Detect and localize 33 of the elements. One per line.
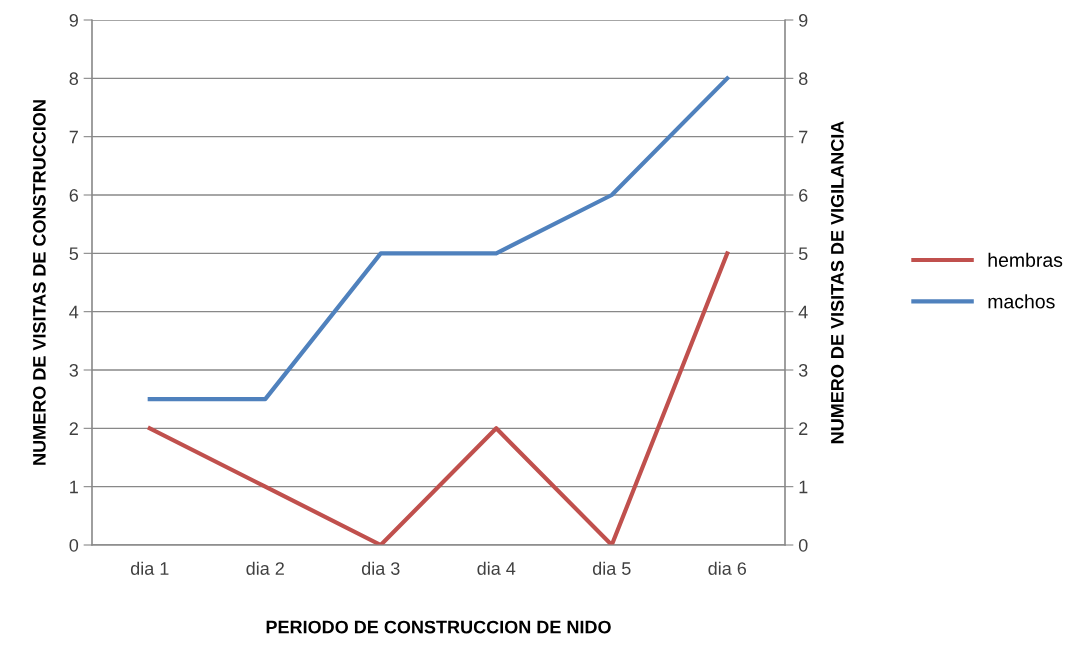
y2-axis-title: NUMERO DE VISITAS DE VIGILANCIA <box>830 121 844 444</box>
x-tick-label: dia 2 <box>246 561 284 575</box>
y-tick-label: 7 <box>69 130 78 144</box>
y-tick-label: 8 <box>69 72 79 86</box>
y2-tick-label: 2 <box>799 422 808 435</box>
x-axis-title: PERIODO DE CONSTRUCCION DE NIDO <box>266 620 611 634</box>
legend-label: machos <box>988 294 1055 309</box>
y2-tick-label: 7 <box>799 130 808 144</box>
y-tick-label: 5 <box>69 247 79 261</box>
y2-tick-label: 1 <box>799 480 808 494</box>
y-tick-label: 1 <box>70 480 78 494</box>
y-tick-label: 0 <box>69 538 79 552</box>
y2-tick-label: 4 <box>798 305 808 319</box>
y-axis-title: NUMERO DE VISITAS DE CONSTRUCCION <box>32 100 46 465</box>
legend-label: hembras <box>988 252 1063 267</box>
y2-tick-label: 0 <box>798 538 808 552</box>
y-tick-label: 2 <box>69 422 78 435</box>
x-tick-label: dia 1 <box>130 561 169 575</box>
y-tick-label: 4 <box>69 305 79 319</box>
y-tick-label: 3 <box>69 363 79 377</box>
x-tick-label: dia 4 <box>477 561 516 575</box>
y2-tick-label: 8 <box>798 72 808 86</box>
y2-tick-label: 6 <box>799 188 808 202</box>
x-tick-label: dia 6 <box>708 561 747 575</box>
y2-tick-label: 5 <box>798 247 808 261</box>
y-tick-label: 9 <box>69 13 78 27</box>
line-series <box>147 76 730 402</box>
line-series <box>147 251 730 545</box>
y2-tick-label: 3 <box>798 363 808 377</box>
x-tick-label: dia 3 <box>361 561 400 575</box>
y2-tick-label: 9 <box>799 13 808 27</box>
y-tick-label: 6 <box>69 188 79 202</box>
x-tick-label: dia 5 <box>592 561 631 575</box>
